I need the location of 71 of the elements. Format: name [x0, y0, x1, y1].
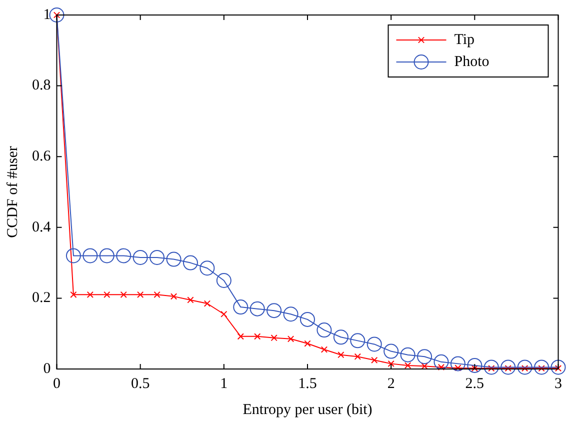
point: [104, 291, 110, 298]
point: [283, 306, 298, 322]
point: [500, 360, 516, 375]
point: [534, 360, 550, 375]
point: [467, 358, 482, 373]
y-tick-label: 0.6: [32, 148, 52, 165]
point: [66, 248, 81, 264]
point: [200, 260, 215, 276]
x-tick-label: 0.5: [130, 376, 150, 392]
legend-label: Tip: [454, 32, 475, 48]
point: [137, 291, 144, 298]
point: [270, 334, 278, 342]
point: [170, 293, 178, 300]
point: [438, 364, 445, 371]
point: [450, 356, 466, 372]
point: [82, 248, 98, 264]
point: [187, 296, 194, 304]
x-tick-label: 1: [220, 376, 228, 392]
point: [417, 349, 432, 364]
point: [371, 356, 378, 364]
point: [86, 291, 94, 298]
x-tick-label: 1.5: [298, 376, 317, 392]
legend-label: Photo: [454, 54, 490, 70]
point: [237, 333, 244, 340]
point: [333, 330, 348, 345]
point: [132, 250, 148, 265]
point: [116, 248, 132, 264]
y-tick-label: 0.2: [32, 290, 51, 306]
point: [287, 336, 294, 342]
y-axis-title: CCDF of #user: [4, 146, 21, 238]
point: [338, 352, 344, 358]
point: [150, 250, 165, 265]
point: [484, 360, 499, 375]
y-tick-label: 0.8: [32, 78, 51, 94]
point: [182, 255, 198, 270]
point: [266, 303, 282, 318]
point: [220, 310, 228, 318]
point: [434, 354, 449, 370]
x-tick-label: 3: [554, 376, 562, 392]
x-tick-label: 2.5: [465, 376, 484, 392]
point: [354, 353, 361, 360]
point: [384, 344, 399, 359]
point: [154, 291, 160, 298]
point: [454, 364, 462, 372]
point: [70, 291, 77, 298]
point: [120, 291, 127, 298]
y-tick-label: 1: [43, 6, 51, 23]
point: [550, 360, 566, 375]
point: [421, 362, 428, 370]
point: [166, 252, 182, 267]
point: [517, 360, 532, 375]
y-tick-label: 0.4: [32, 219, 52, 236]
point: [400, 347, 416, 362]
point: [304, 340, 311, 347]
point: [216, 273, 232, 288]
y-tick-label: 0: [43, 360, 51, 377]
point: [233, 300, 248, 315]
point: [49, 8, 64, 22]
point: [250, 301, 265, 316]
point: [320, 346, 328, 353]
x-axis-title: Entropy per user (bit): [242, 402, 372, 418]
point: [388, 360, 394, 368]
point: [204, 300, 211, 307]
point: [300, 312, 315, 327]
point: [366, 336, 382, 352]
point: [254, 333, 261, 340]
point: [350, 333, 366, 348]
x-tick-label: 2: [387, 376, 395, 392]
point: [316, 322, 332, 338]
point: [99, 248, 114, 264]
point: [404, 362, 412, 369]
